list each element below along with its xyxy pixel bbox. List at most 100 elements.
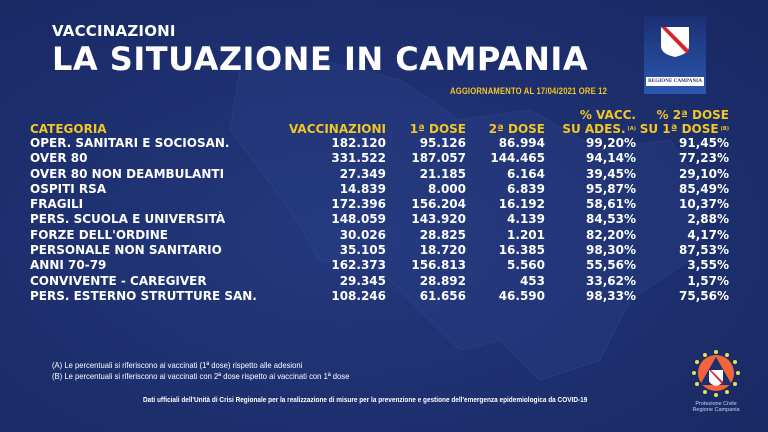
regione-campania-logo: REGIONE CAMPANIA (644, 16, 706, 94)
table-row: OVER 80 NON DEAMBULANTI 27.349 21.185 6.… (30, 167, 729, 182)
protezione-civile-logo: Protezione Civile Regione Campania (680, 348, 752, 418)
cell-vaccinazioni: 27.349 (339, 166, 386, 181)
header-pct-vacc-line2: SU ADES. (562, 122, 626, 136)
header-dose1: 1ª DOSE (409, 122, 466, 136)
cell-pct-vacc: 99,20% (586, 136, 636, 150)
cell-dose1: 8.000 (428, 181, 466, 196)
cell-categoria: CONVIVENTE - CAREGIVER (30, 273, 207, 288)
civil-protection-line1: Protezione Civile (695, 401, 737, 407)
table-row: ANNI 70-79 162.373 156.813 5.560 55,56% … (30, 258, 729, 273)
cell-categoria: ANNI 70-79 (30, 258, 107, 273)
cell-pct-dose2: 10,37% (679, 197, 729, 212)
vaccination-table: CATEGORIA VACCINAZIONI 1ª DOSE 2ª DOSE %… (30, 108, 729, 304)
cell-categoria: FORZE DELL'ORDINE (30, 227, 168, 242)
footnote-b: (B) Le percentuali si riferiscono ai vac… (52, 371, 350, 381)
cell-dose1: 95.126 (419, 136, 466, 150)
cell-pct-vacc: 94,14% (586, 151, 636, 166)
cell-vaccinazioni: 35.105 (339, 243, 386, 258)
cell-vaccinazioni: 172.396 (331, 197, 386, 212)
cell-vaccinazioni: 30.026 (339, 227, 386, 242)
source-note: Dati ufficiali dell'Unità di Crisi Regio… (143, 395, 588, 404)
footnotes: (A) Le percentuali si riferiscono ai vac… (52, 360, 349, 382)
cell-pct-vacc: 82,20% (586, 227, 636, 242)
cell-pct-dose2: 75,56% (679, 288, 729, 303)
civil-protection-line2: Regione Campania (692, 407, 740, 413)
cell-dose1: 28.825 (419, 227, 466, 242)
update-timestamp: AGGIORNAMENTO AL 17/04/2021 ORE 12 (450, 86, 607, 96)
header-pct-vacc-line1: % VACC. (579, 108, 636, 122)
cell-categoria: FRAGILI (30, 197, 84, 212)
table-row: OVER 80 331.522 187.057 144.465 94,14% 7… (30, 151, 729, 166)
table-row: CONVIVENTE - CAREGIVER 29.345 28.892 453… (30, 274, 729, 289)
cell-dose1: 187.057 (411, 151, 466, 166)
note-b-marker: (B) (720, 126, 729, 132)
campania-shield-icon (661, 27, 689, 57)
header-categoria: CATEGORIA (30, 122, 107, 136)
cell-dose2: 453 (519, 273, 545, 288)
cell-categoria: OSPITI RSA (30, 181, 107, 196)
cell-dose1: 18.720 (419, 243, 466, 258)
table-row: OPER. SANITARI E SOCIOSAN. 182.120 95.12… (30, 136, 729, 151)
cell-vaccinazioni: 182.120 (331, 136, 386, 150)
cell-dose2: 16.385 (498, 243, 545, 258)
cell-vaccinazioni: 29.345 (339, 273, 386, 288)
cell-vaccinazioni: 148.059 (331, 212, 386, 227)
cell-pct-dose2: 2,88% (687, 212, 729, 227)
cell-dose2: 16.192 (498, 197, 545, 212)
cell-pct-dose2: 85,49% (679, 181, 729, 196)
header-dose2: 2ª DOSE (488, 122, 545, 136)
cell-vaccinazioni: 162.373 (331, 258, 386, 273)
cell-vaccinazioni: 108.246 (331, 288, 386, 303)
cell-pct-vacc: 98,33% (586, 288, 636, 303)
cell-pct-dose2: 77,23% (679, 151, 729, 166)
cell-pct-dose2: 1,57% (687, 273, 729, 288)
campania-map-silhouette (229, 60, 711, 381)
cell-dose1: 61.656 (419, 288, 466, 303)
note-a-marker: (A) (627, 126, 636, 132)
cell-pct-vacc: 84,53% (586, 212, 636, 227)
cell-dose2: 6.164 (507, 166, 545, 181)
header-pct-vacc: % VACC. SU ADES. (A) (545, 108, 636, 136)
cell-dose1: 156.204 (411, 197, 466, 212)
cell-pct-dose2: 29,10% (679, 166, 729, 181)
header-pct-dose2: % 2ª DOSE SU 1ª DOSE (B) (636, 108, 729, 136)
table-header-row: CATEGORIA VACCINAZIONI 1ª DOSE 2ª DOSE %… (30, 108, 729, 136)
table-row: PERS. SCUOLA E UNIVERSITÀ 148.059 143.92… (30, 212, 729, 227)
regione-campania-label: REGIONE CAMPANIA (646, 77, 704, 86)
cell-dose2: 144.465 (490, 151, 545, 166)
cell-pct-dose2: 4,17% (687, 227, 729, 242)
table-row: PERS. ESTERNO STRUTTURE SAN. 108.246 61.… (30, 289, 729, 304)
table-row: PERSONALE NON SANITARIO 35.105 18.720 16… (30, 243, 729, 258)
cell-pct-vacc: 39,45% (586, 166, 636, 181)
cell-categoria: PERS. ESTERNO STRUTTURE SAN. (30, 288, 257, 303)
header-vaccinazioni: VACCINAZIONI (288, 122, 386, 136)
cell-dose2: 5.560 (507, 258, 545, 273)
civil-protection-emblem-icon (692, 350, 740, 397)
cell-dose1: 28.892 (419, 273, 466, 288)
cell-categoria: OPER. SANITARI E SOCIOSAN. (30, 136, 230, 150)
cell-categoria: OVER 80 (30, 151, 88, 166)
table-row: OSPITI RSA 14.839 8.000 6.839 95,87% 85,… (30, 182, 729, 197)
cell-dose2: 4.139 (507, 212, 545, 227)
cell-pct-vacc: 33,62% (586, 273, 636, 288)
footnote-a: (A) Le percentuali si riferiscono ai vac… (52, 360, 303, 370)
cell-dose2: 86.994 (498, 136, 545, 150)
cell-pct-dose2: 3,55% (687, 258, 729, 273)
table-row: FORZE DELL'ORDINE 30.026 28.825 1.201 82… (30, 228, 729, 243)
cell-categoria: OVER 80 NON DEAMBULANTI (30, 166, 225, 181)
header-pct-dose2-line2: SU 1ª DOSE (639, 122, 719, 136)
cell-dose2: 1.201 (507, 227, 545, 242)
civil-protection-caption: Protezione Civile Regione Campania (680, 401, 752, 413)
cell-dose2: 46.590 (498, 288, 545, 303)
cell-dose2: 6.839 (507, 181, 545, 196)
cell-pct-dose2: 87,53% (679, 243, 729, 258)
cell-vaccinazioni: 14.839 (339, 181, 386, 196)
cell-pct-vacc: 98,30% (586, 243, 636, 258)
cell-pct-vacc: 55,56% (586, 258, 636, 273)
cell-pct-dose2: 91,45% (679, 136, 729, 150)
cell-categoria: PERS. SCUOLA E UNIVERSITÀ (30, 212, 226, 227)
cell-pct-vacc: 58,61% (586, 197, 636, 212)
page-title: LA SITUAZIONE IN CAMPANIA (52, 40, 589, 78)
header-kicker: VACCINAZIONI (52, 22, 176, 40)
